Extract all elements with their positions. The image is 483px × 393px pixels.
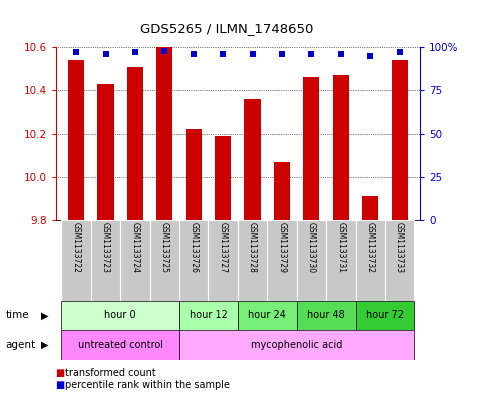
- Bar: [297, 220, 326, 301]
- Bar: [185, 129, 202, 220]
- Text: GSM1133733: GSM1133733: [395, 222, 404, 274]
- Point: [219, 51, 227, 57]
- Text: hour 24: hour 24: [248, 310, 286, 320]
- Bar: [215, 136, 231, 220]
- Bar: [238, 220, 267, 301]
- Bar: [355, 220, 385, 301]
- Point: [366, 53, 374, 59]
- Text: ■: ■: [56, 380, 65, 390]
- Text: GSM1133729: GSM1133729: [278, 222, 286, 274]
- Text: ▶: ▶: [41, 310, 49, 320]
- Text: transformed count: transformed count: [65, 368, 156, 378]
- Text: GSM1133727: GSM1133727: [219, 222, 227, 274]
- Text: GSM1133728: GSM1133728: [248, 222, 257, 274]
- Text: hour 12: hour 12: [189, 310, 227, 320]
- Bar: [355, 301, 414, 330]
- Bar: [179, 301, 238, 330]
- Text: GSM1133724: GSM1133724: [130, 222, 140, 274]
- Point: [102, 51, 110, 57]
- Point: [337, 51, 345, 57]
- Bar: [61, 301, 179, 330]
- Text: untreated control: untreated control: [78, 340, 163, 350]
- Bar: [238, 301, 297, 330]
- Bar: [156, 47, 172, 220]
- Text: GSM1133725: GSM1133725: [160, 222, 169, 274]
- Bar: [209, 220, 238, 301]
- Bar: [333, 75, 349, 220]
- Bar: [61, 220, 91, 301]
- Text: hour 48: hour 48: [307, 310, 345, 320]
- Point: [72, 49, 80, 55]
- Bar: [127, 66, 143, 220]
- Bar: [179, 220, 209, 301]
- Bar: [274, 162, 290, 220]
- Text: agent: agent: [6, 340, 36, 350]
- Text: ■: ■: [56, 368, 65, 378]
- Bar: [303, 77, 319, 220]
- Text: GSM1133730: GSM1133730: [307, 222, 316, 274]
- Text: GSM1133731: GSM1133731: [336, 222, 345, 274]
- Bar: [150, 220, 179, 301]
- Text: GDS5265 / ILMN_1748650: GDS5265 / ILMN_1748650: [141, 22, 313, 35]
- Bar: [392, 60, 408, 220]
- Bar: [362, 196, 378, 220]
- Bar: [61, 330, 179, 360]
- Point: [278, 51, 286, 57]
- Bar: [68, 60, 84, 220]
- Text: hour 72: hour 72: [366, 310, 404, 320]
- Bar: [179, 330, 414, 360]
- Bar: [120, 220, 150, 301]
- Point: [308, 51, 315, 57]
- Point: [190, 51, 198, 57]
- Bar: [98, 84, 114, 220]
- Text: GSM1133722: GSM1133722: [71, 222, 81, 274]
- Point: [160, 48, 168, 54]
- Text: GSM1133726: GSM1133726: [189, 222, 198, 274]
- Bar: [91, 220, 120, 301]
- Bar: [267, 220, 297, 301]
- Text: hour 0: hour 0: [104, 310, 136, 320]
- Point: [396, 49, 403, 55]
- Point: [249, 51, 256, 57]
- Bar: [326, 220, 355, 301]
- Bar: [297, 301, 355, 330]
- Text: ▶: ▶: [41, 340, 49, 350]
- Text: mycophenolic acid: mycophenolic acid: [251, 340, 342, 350]
- Text: GSM1133723: GSM1133723: [101, 222, 110, 274]
- Bar: [244, 99, 261, 220]
- Point: [131, 49, 139, 55]
- Text: time: time: [6, 310, 29, 320]
- Bar: [385, 220, 414, 301]
- Text: GSM1133732: GSM1133732: [366, 222, 375, 274]
- Text: percentile rank within the sample: percentile rank within the sample: [65, 380, 230, 390]
